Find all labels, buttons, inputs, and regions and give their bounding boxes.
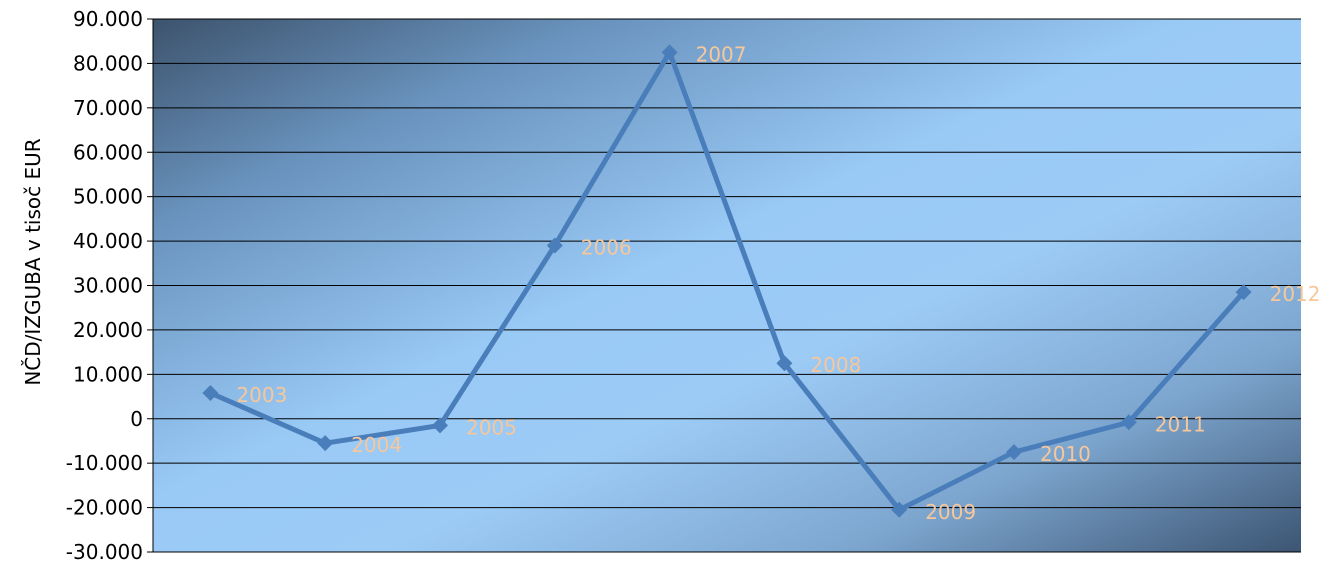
data-point-marker [1235, 284, 1252, 301]
y-tick-label: -30.000 [66, 540, 143, 564]
data-point-marker [202, 384, 219, 401]
y-tick-label: 90.000 [73, 7, 143, 31]
series-line-group [202, 44, 1252, 518]
data-point-marker [776, 355, 793, 372]
y-tick-label: -10.000 [66, 451, 143, 475]
data-point-marker [661, 44, 678, 61]
y-tick-label: 10.000 [73, 362, 143, 386]
data-label: 2007 [696, 42, 747, 66]
data-label: 2011 [1155, 412, 1206, 436]
y-axis-title: NČD/IZGUBA v tisoč EUR [21, 138, 45, 385]
data-label: 2003 [236, 383, 287, 407]
y-tick-label: 0 [130, 407, 143, 431]
data-label: 2010 [1040, 442, 1091, 466]
data-point-marker [432, 417, 448, 434]
data-point-marker [1120, 414, 1137, 431]
data-label: 2006 [581, 236, 632, 260]
data-point-marker [891, 501, 908, 518]
y-tick-label: -20.000 [66, 496, 143, 520]
series-line [209, 49, 1246, 513]
y-tick-label: 70.000 [73, 96, 143, 120]
y-tick-label: 30.000 [73, 274, 143, 298]
y-tick-label: 20.000 [73, 318, 143, 342]
y-axis-ticks: 90.000 80.000 70.000 60.000 50.000 40.000 30.0… [66, 7, 153, 564]
data-label: 2008 [810, 353, 861, 377]
y-tick-label: 60.000 [73, 140, 143, 164]
data-labels: 2003 2004 2005 2006 2007 2008 2009 2010 2011 2012 [236, 42, 1320, 523]
data-label: 2005 [466, 415, 517, 439]
data-point-marker [317, 435, 334, 452]
gridlines [153, 18, 1301, 553]
data-label: 2012 [1270, 282, 1321, 306]
data-label: 2004 [351, 433, 402, 457]
y-tick-label: 50.000 [73, 185, 143, 209]
data-point-marker [1006, 444, 1022, 461]
y-tick-label: 40.000 [73, 229, 143, 253]
y-tick-label: 80.000 [73, 51, 143, 75]
data-label: 2009 [925, 500, 976, 524]
data-point-marker [546, 237, 563, 254]
